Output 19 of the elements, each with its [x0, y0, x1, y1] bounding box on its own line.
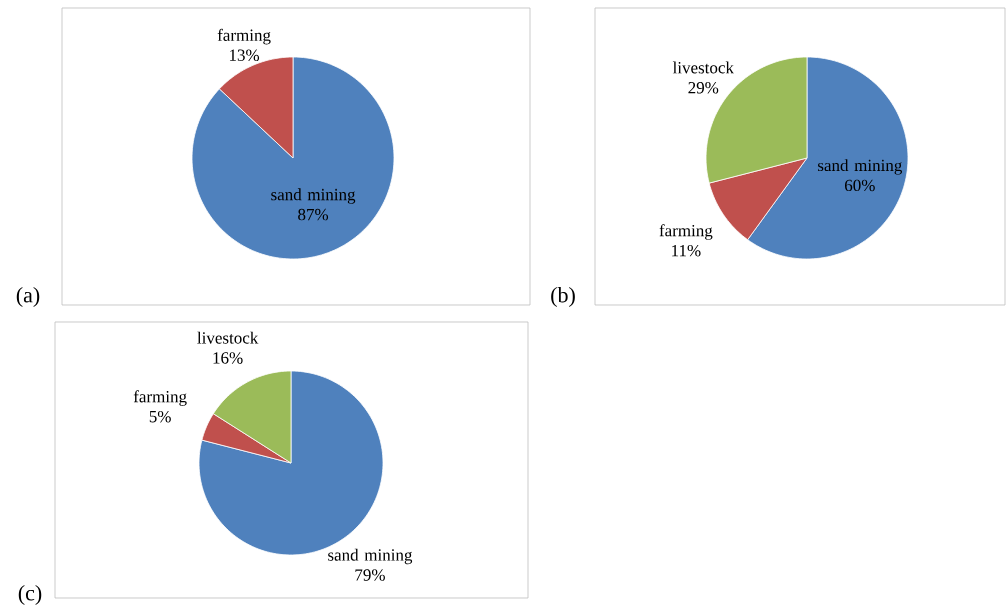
- data-label: 5%: [149, 410, 171, 423]
- slice-label: livestock: [197, 331, 259, 344]
- slice-label: sand mining: [818, 159, 903, 175]
- slice-label: sand mining: [328, 548, 413, 565]
- slice-label: sand mining: [271, 188, 356, 204]
- data-label: 29%: [688, 82, 719, 94]
- data-label: 79%: [355, 569, 385, 581]
- data-label: 11%: [672, 244, 701, 257]
- data-label: 13%: [229, 49, 260, 61]
- data-label: 87%: [298, 208, 329, 221]
- slice-label: farming: [659, 224, 713, 240]
- data-label: 16%: [213, 352, 243, 364]
- text: (c): [18, 585, 42, 605]
- text: (b): [551, 287, 575, 307]
- text: (a): [16, 287, 40, 307]
- slice-label: livestock: [672, 61, 734, 74]
- slice-label: farming: [217, 28, 271, 45]
- slice-label: farming: [133, 390, 187, 406]
- data-label: 60%: [845, 179, 875, 192]
